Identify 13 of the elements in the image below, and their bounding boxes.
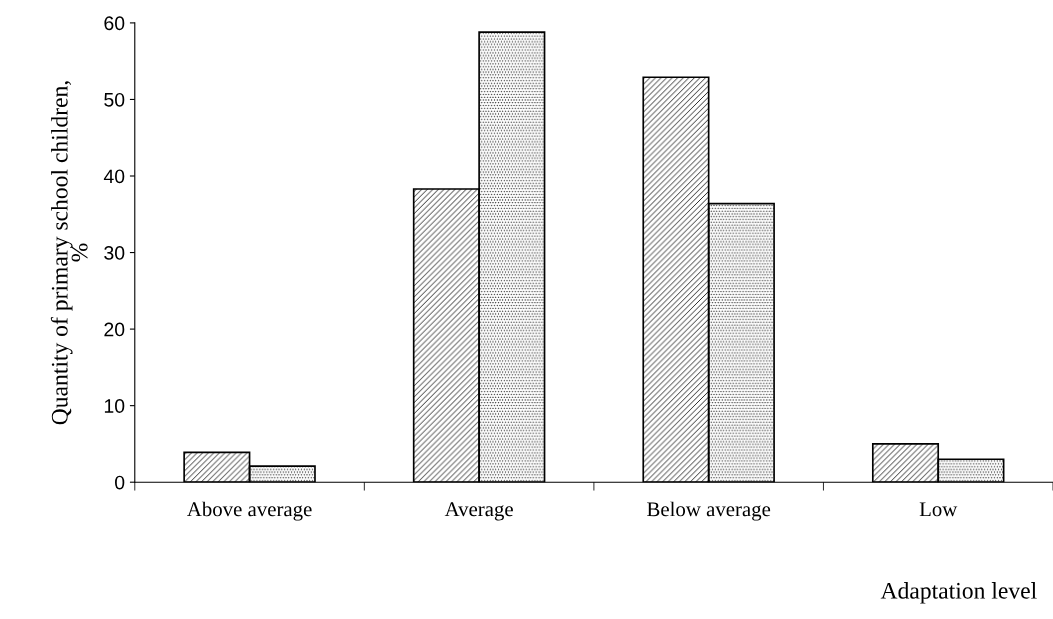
y-tick-label: 30: [104, 246, 125, 260]
x-tick-label: Above average: [187, 501, 312, 521]
x-tick-label: Average: [444, 502, 513, 521]
x-axis-title: Adaptation level: [880, 582, 1037, 604]
y-tick-label: 50: [104, 92, 125, 107]
y-tick-label: 20: [104, 322, 125, 337]
y-tick-label: 0: [115, 475, 125, 490]
x-tick-label: Low: [919, 502, 958, 517]
x-tick-label: Below average: [647, 501, 771, 521]
y-tick-label: 60: [104, 16, 125, 31]
y-axis-title: Quantity of primary school children, %: [50, 81, 88, 425]
y-tick-label: 10: [104, 399, 125, 413]
y-tick-label: 40: [103, 169, 125, 184]
